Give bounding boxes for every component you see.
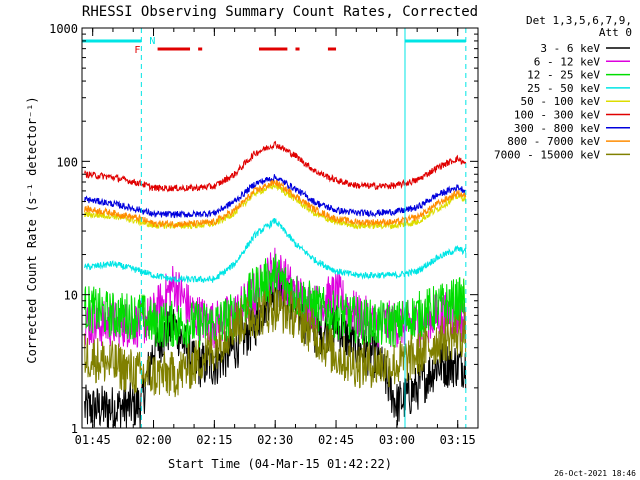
- x-axis-label: Start Time (04-Mar-15 01:42:22): [168, 457, 392, 471]
- x-tick-label-5: 03:00: [379, 433, 415, 447]
- y-tick-label-2: 100: [56, 155, 78, 169]
- footer-timestamp: 26-Oct-2021 18:46: [554, 469, 636, 478]
- x-tick-label-0: 01:45: [75, 433, 111, 447]
- legend-label-1: 6 - 12 keV: [534, 55, 601, 68]
- legend-label-0: 3 - 6 keV: [540, 42, 600, 55]
- series-line-8: [84, 288, 467, 398]
- legend-label-7: 800 - 7000 keV: [507, 135, 600, 148]
- legend-label-4: 50 - 100 keV: [521, 95, 601, 108]
- series-layer: [84, 140, 467, 428]
- x-tick-label-4: 02:45: [318, 433, 354, 447]
- legend-label-6: 300 - 800 keV: [514, 122, 600, 135]
- flare-label-f: F: [134, 45, 140, 56]
- eclipse-label-n: N: [149, 36, 155, 47]
- legend-label-3: 25 - 50 keV: [527, 82, 600, 95]
- series-line-4: [84, 182, 467, 230]
- legend-label-2: 12 - 25 keV: [527, 69, 600, 82]
- series-line-7: [84, 179, 467, 229]
- legend-label-8: 7000 - 15000 keV: [494, 148, 600, 161]
- plot-frame: [81, 27, 479, 429]
- series-line-5: [84, 140, 467, 193]
- series-line-0: [84, 267, 467, 428]
- series-line-2: [84, 253, 467, 348]
- x-tick-label-2: 02:15: [196, 433, 232, 447]
- x-tick-label-3: 02:30: [257, 433, 293, 447]
- y-axis-label-group: Corrected Count Rate (s⁻¹ detector⁻¹): [25, 96, 39, 363]
- y-tick-label-0: 1: [71, 422, 78, 436]
- y-tick-label-1: 10: [64, 289, 78, 303]
- flags-layer: NF: [82, 28, 467, 428]
- legend-header-line-2: Att 0: [599, 26, 632, 39]
- axes-layer: 1 10 100 1000 01:45 02:00 02:15 02:30 02:45 03:00…: [49, 22, 479, 447]
- series-line-6: [84, 174, 466, 219]
- y-tick-label-3: 1000: [49, 22, 78, 36]
- x-tick-label-6: 03:15: [440, 433, 476, 447]
- series-line-3: [84, 217, 467, 284]
- legend-header-line-1: Det 1,3,5,6,7,9,: [526, 14, 632, 27]
- x-tick-label-1: 02:00: [135, 433, 171, 447]
- legend-label-5: 100 - 300 keV: [514, 109, 600, 122]
- y-axis-label: Corrected Count Rate (s⁻¹ detector⁻¹): [25, 96, 39, 363]
- chart-title: RHESSI Observing Summary Count Rates, Co…: [82, 4, 478, 20]
